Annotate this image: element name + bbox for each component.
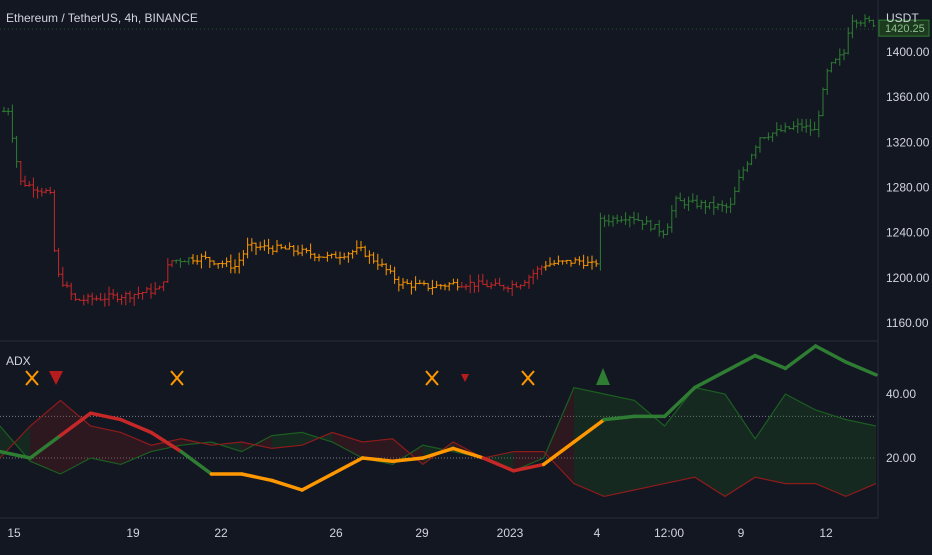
di-fill-band [90,426,121,465]
time-axis-label: 4 [594,526,601,540]
adx-line-segment [28,433,63,460]
di-fill-band [755,394,786,484]
adx-line-segment [481,456,516,473]
adx-line-segment [753,353,788,371]
axes: 1400.001360.001320.001280.001240.001200.… [7,19,930,540]
di-fill-band [271,432,303,449]
adx-line-segment [360,456,395,463]
adx-line-segment [844,360,878,377]
time-axis-label: 12 [819,526,833,540]
di-fill-band [30,400,61,474]
di-fill-band [724,394,756,497]
last-price-box [878,19,930,37]
time-axis-label: 26 [329,526,343,540]
adx-line-segment [390,456,425,463]
time-axis-label: 15 [7,526,21,540]
indicator-title: ADX [6,354,31,368]
di-fill-band [151,438,182,452]
adx-line-segment [88,411,123,422]
price-tick-label: 1360.00 [886,90,930,104]
time-axis-label: 19 [126,526,140,540]
time-axis-label: 12:00 [654,526,684,540]
adx-line-segment [511,462,546,473]
price-pane[interactable] [0,14,876,307]
di-fill-band [332,432,363,458]
di-fill-band [815,410,846,497]
adx-line-segment [572,417,606,444]
price-tick-label: 1400.00 [886,45,930,59]
signal-cross-icon [425,370,439,386]
signal-cross-icon [521,370,535,386]
price-tick-label: 1200.00 [886,271,930,285]
signal-sell-icon [461,374,469,382]
adx-line-segment [330,456,365,476]
indicator-tick-label: 20.00 [886,451,916,465]
price-tick-label: 1280.00 [886,181,930,195]
di-fill-band [573,387,605,497]
adx-line-segment [239,472,274,483]
adx-line-segment [541,440,576,467]
adx-line-segment [723,353,757,374]
di-fill-band [120,432,152,465]
adx-line-segment [58,411,93,438]
time-axis-label: 29 [415,526,429,540]
adx-line-segment [300,472,335,492]
signal-buy-icon [596,368,610,385]
adx-line-segment [179,449,214,476]
time-axis-label: 2023 [497,526,524,540]
di-fill-band [604,394,635,497]
di-fill-band [845,419,876,497]
time-axis-label: 22 [214,526,228,540]
signal-sell-icon [49,371,63,385]
adx-line-segment [602,414,637,422]
adx-line-segment [662,385,697,419]
signal-cross-icon [170,370,184,386]
price-tick-label: 1240.00 [886,226,930,240]
signal-cross-icon [25,370,39,386]
di-plus-line [0,386,877,475]
di-fill-band [392,438,423,465]
di-fill-band [513,451,544,471]
adx-line-segment [783,344,818,371]
currency-label: USDT [886,11,919,25]
adx-line-segment [693,369,727,390]
di-fill-band [785,394,816,484]
adx-line-segment [421,446,455,460]
time-axis-label: 9 [738,526,745,540]
di-fill-band [664,387,695,484]
price-tick-label: 1320.00 [886,135,930,149]
symbol-title: Ethereum / TetherUS, 4h, BINANCE [6,11,198,25]
adx-line-segment [813,344,848,364]
di-fill-band [60,400,91,474]
adx-line-segment [0,449,32,460]
last-price-label: 1420.25 [885,23,925,35]
adx-line-segment [119,417,153,435]
indicator-pane[interactable] [0,344,878,498]
di-fill-band [694,387,725,497]
di-fill-band [634,400,665,490]
adx-line-segment [270,478,304,492]
indicator-tick-label: 40.00 [886,387,916,401]
price-tick-label: 1160.00 [886,316,929,330]
adx-line-segment [149,430,183,454]
adx-line-segment [451,446,486,460]
